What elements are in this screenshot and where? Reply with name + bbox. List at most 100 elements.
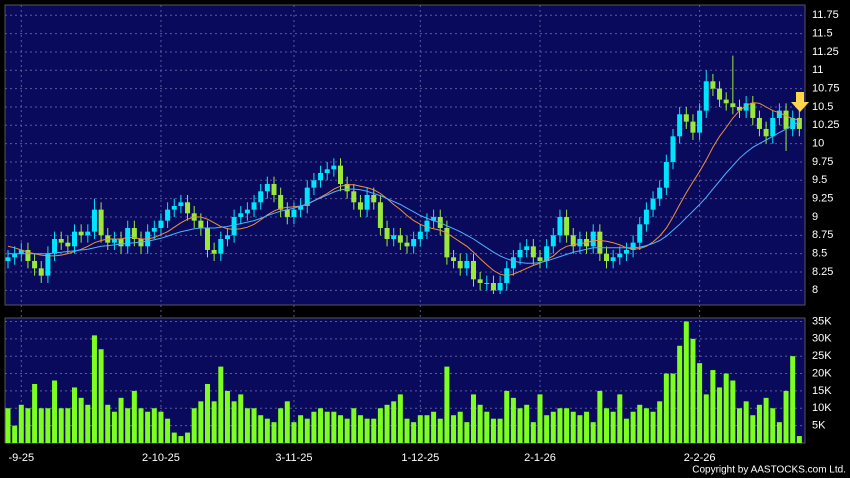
volume-bar bbox=[244, 408, 250, 443]
volume-bar bbox=[131, 390, 137, 443]
candle-body bbox=[490, 282, 496, 291]
candle-body bbox=[384, 227, 390, 239]
candle-body bbox=[677, 114, 683, 137]
volume-bar bbox=[790, 356, 796, 443]
candle-body bbox=[238, 213, 244, 217]
candle-body bbox=[710, 81, 716, 89]
volume-bar bbox=[211, 401, 217, 443]
candle-body bbox=[424, 220, 430, 232]
candle-body bbox=[278, 194, 284, 210]
candle-body bbox=[597, 231, 603, 254]
volume-bar bbox=[251, 408, 257, 443]
candle-body bbox=[85, 231, 91, 236]
copyright: Copyright by AASTOCKS.com Ltd. bbox=[692, 465, 846, 476]
volume-bar bbox=[311, 411, 317, 443]
candle-body bbox=[118, 238, 124, 247]
candle-body bbox=[231, 216, 237, 236]
volume-bar bbox=[298, 415, 304, 443]
x-tick-label: 2-1-26 bbox=[524, 452, 556, 464]
y-tick-label: 8 bbox=[812, 284, 818, 296]
candle-body bbox=[12, 253, 18, 258]
volume-bar bbox=[577, 415, 583, 443]
volume-bar bbox=[723, 373, 729, 443]
candle-body bbox=[171, 205, 177, 210]
volume-bar bbox=[32, 383, 38, 443]
volume-bar bbox=[776, 422, 782, 443]
candle-body bbox=[338, 165, 343, 184]
volume-bar bbox=[590, 422, 596, 443]
volume-bar bbox=[431, 411, 437, 443]
x-tick-label: 2-2-26 bbox=[684, 452, 716, 464]
candle-body bbox=[45, 253, 51, 276]
candle-body bbox=[91, 209, 97, 232]
y-tick-label: 20K bbox=[812, 367, 832, 379]
volume-bar bbox=[717, 387, 723, 443]
candle-body bbox=[5, 257, 11, 261]
candle-body bbox=[344, 183, 350, 192]
volume-bar bbox=[677, 345, 683, 443]
candle-body bbox=[264, 183, 270, 192]
volume-bar bbox=[750, 415, 756, 443]
volume-bar bbox=[231, 401, 237, 443]
candle-body bbox=[637, 224, 643, 243]
volume-bar bbox=[437, 418, 443, 443]
volume-bar bbox=[78, 397, 84, 443]
volume-bar bbox=[178, 436, 184, 443]
candle-body bbox=[650, 198, 656, 210]
candle-body bbox=[537, 257, 543, 261]
candle-body bbox=[211, 249, 217, 254]
y-tick-label: 15K bbox=[812, 385, 832, 397]
candle-body bbox=[723, 99, 729, 104]
volume-bar bbox=[191, 408, 197, 443]
candle-body bbox=[643, 209, 649, 225]
candle-body bbox=[158, 220, 164, 228]
volume-bar bbox=[464, 422, 470, 443]
y-tick-label: 10.75 bbox=[812, 83, 840, 95]
candle-body bbox=[138, 238, 144, 247]
candle-body bbox=[464, 260, 470, 269]
volume-bar bbox=[12, 425, 18, 443]
volume-bar bbox=[65, 408, 71, 443]
volume-bar bbox=[238, 394, 244, 443]
candle-body bbox=[291, 209, 297, 217]
y-tick-label: 11.5 bbox=[812, 28, 833, 40]
volume-bar bbox=[344, 418, 350, 443]
volume-bar bbox=[52, 380, 58, 443]
candle-body bbox=[351, 191, 357, 203]
y-tick-label: 10.5 bbox=[812, 101, 833, 113]
candle-body bbox=[743, 103, 749, 111]
volume-bar bbox=[72, 387, 77, 443]
x-tick-label: 1-12-25 bbox=[401, 452, 439, 464]
candle-body bbox=[251, 202, 257, 210]
volume-bar bbox=[304, 418, 310, 443]
candle-body bbox=[756, 117, 762, 129]
volume-bar bbox=[218, 366, 224, 443]
candle-body bbox=[750, 103, 756, 118]
signal-arrow bbox=[791, 92, 809, 112]
volume-bar bbox=[697, 363, 703, 443]
volume-bar bbox=[510, 397, 516, 443]
y-tick-label: 10.25 bbox=[812, 119, 840, 131]
volume-bar bbox=[444, 366, 450, 443]
candle-body bbox=[78, 231, 84, 236]
volume-bar bbox=[637, 404, 643, 443]
candle-body bbox=[58, 238, 64, 243]
candle-body bbox=[391, 235, 397, 239]
y-tick-label: 11.25 bbox=[812, 46, 839, 58]
volume-bar bbox=[171, 432, 177, 443]
candle-body bbox=[590, 231, 596, 247]
y-tick-label: 10 bbox=[812, 138, 824, 150]
candle-body bbox=[404, 242, 410, 247]
y-tick-label: 8.75 bbox=[812, 229, 833, 241]
candle-body bbox=[570, 235, 576, 247]
candle-body bbox=[630, 242, 636, 250]
x-tick-label: 2-10-25 bbox=[142, 452, 180, 464]
volume-bar bbox=[683, 321, 689, 443]
candle-body bbox=[610, 257, 616, 261]
volume-bar bbox=[38, 408, 44, 443]
candle-body bbox=[477, 279, 483, 283]
volume-bar bbox=[617, 394, 623, 443]
candle-body bbox=[510, 257, 516, 269]
candle-body bbox=[417, 231, 423, 239]
